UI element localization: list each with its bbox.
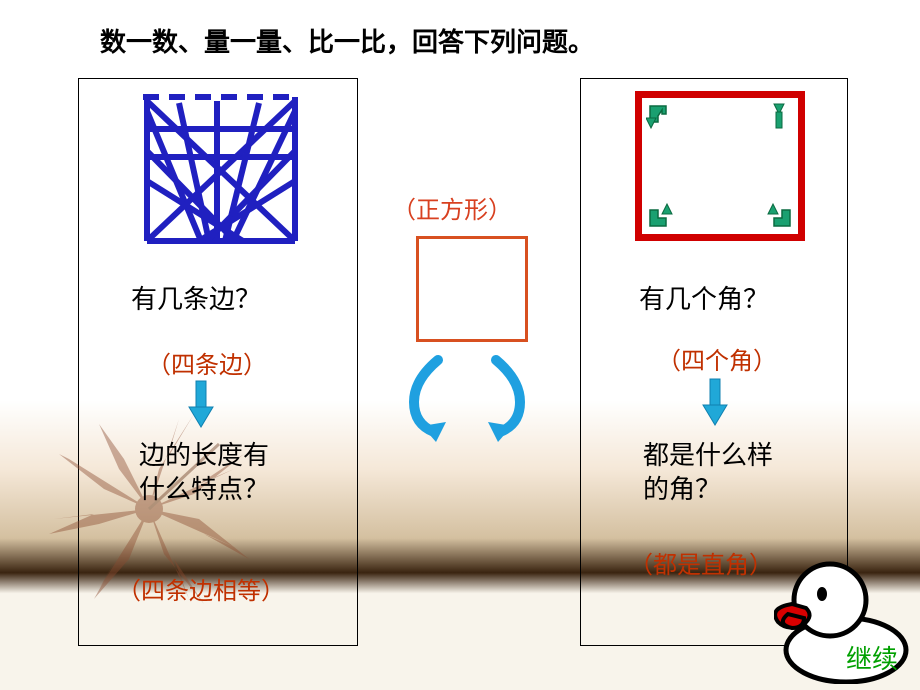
question-edges: 有几条边？ xyxy=(131,279,261,316)
swirl-left-icon xyxy=(402,352,454,442)
answer-equal-edges: （四条边相等） xyxy=(117,571,285,606)
corner-arrow-tr-icon xyxy=(762,102,794,134)
answer-four-corners: （四个角） xyxy=(657,341,777,376)
blue-lines-square xyxy=(139,91,303,247)
answer-four-edges: （四条边） xyxy=(147,345,267,380)
arrow-down-icon xyxy=(701,377,729,427)
question-edge-length: 边的长度有 什么特点？ xyxy=(139,439,269,507)
answer-right-angle: （都是直角） xyxy=(629,545,773,580)
corner-arrow-br-icon xyxy=(762,198,794,230)
left-panel: 有几条边？ （四条边） 边的长度有 什么特点？ （四条边相等） xyxy=(78,78,358,646)
corner-arrow-bl-icon xyxy=(646,198,678,230)
continue-button[interactable]: 继续 xyxy=(846,639,898,676)
question-corners: 有几个角？ xyxy=(639,279,769,316)
question-angle-type: 都是什么样 的角？ xyxy=(643,439,773,507)
center-square-label: （正方形） xyxy=(392,190,512,225)
orange-square xyxy=(416,236,528,342)
red-square xyxy=(635,91,805,241)
page-title: 数一数、量一量、比一比，回答下列问题。 xyxy=(100,22,594,59)
corner-arrow-tl-icon xyxy=(646,102,678,134)
swirl-right-icon xyxy=(480,352,532,442)
